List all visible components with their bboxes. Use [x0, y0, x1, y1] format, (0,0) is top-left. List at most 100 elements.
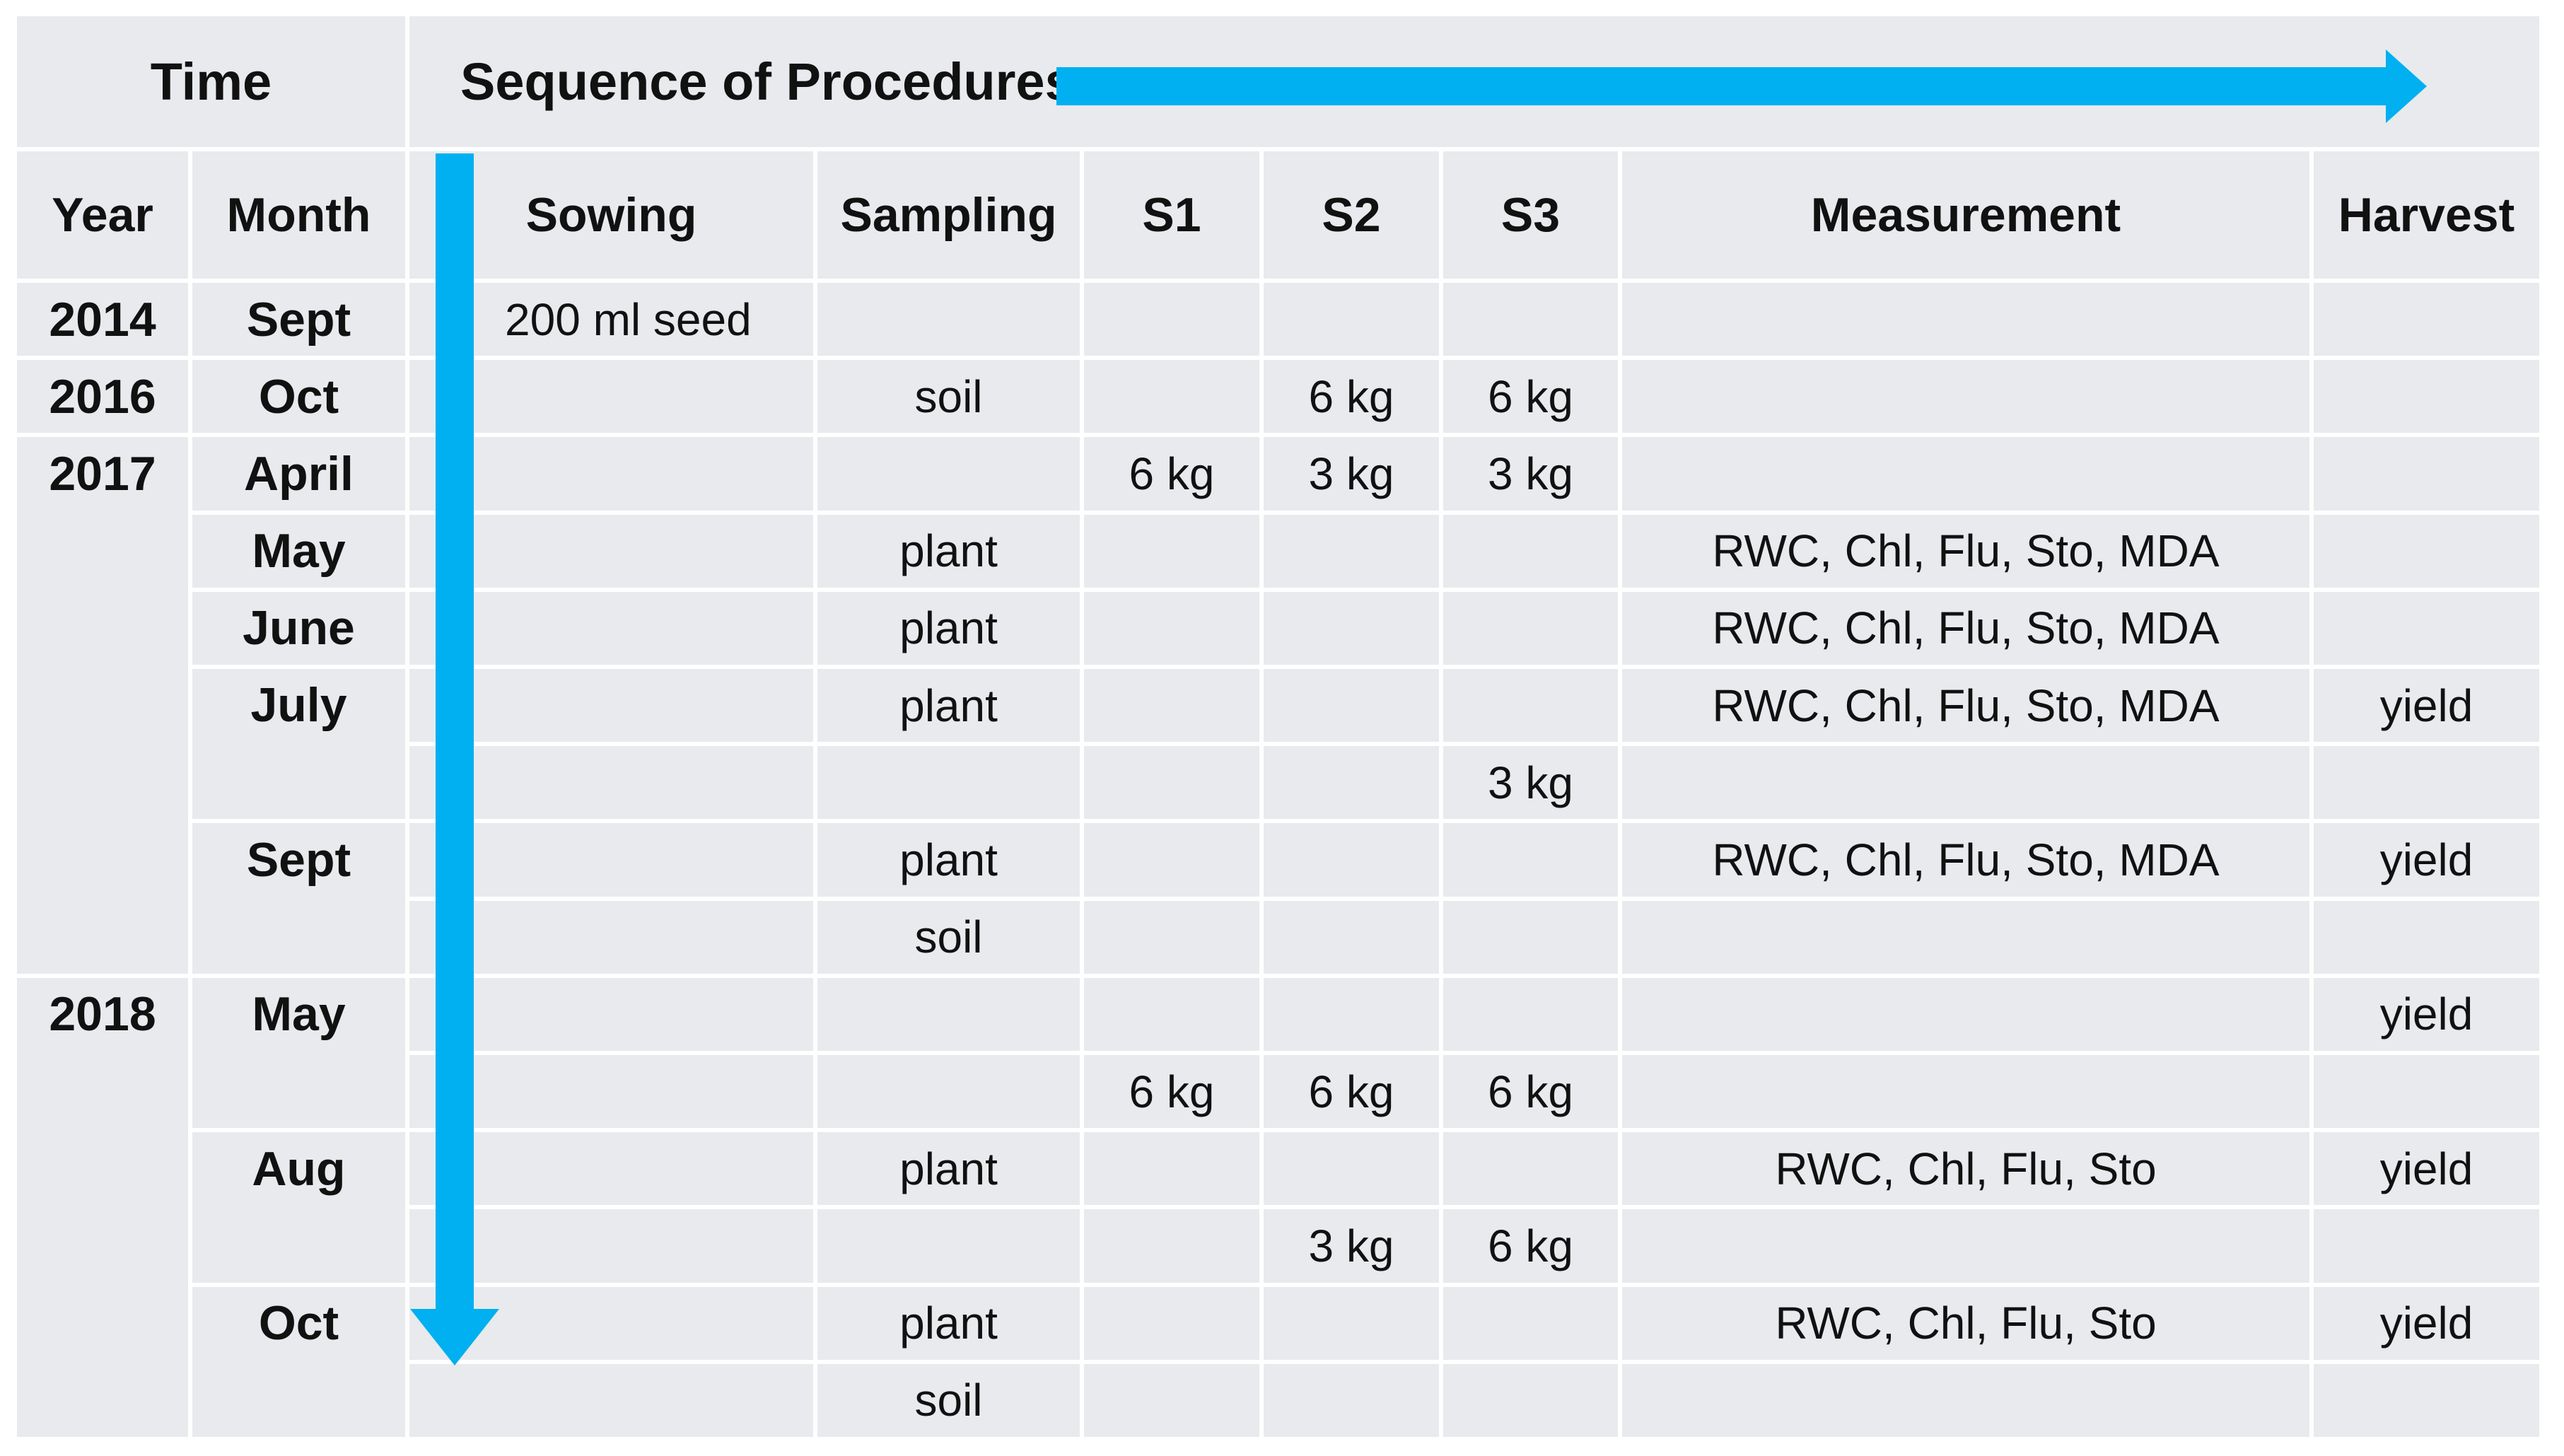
month-cell: May: [192, 977, 405, 1129]
sampling-cell: [817, 1054, 1080, 1129]
harvest-cell: [2314, 1363, 2539, 1437]
sowing-cell: [409, 437, 813, 511]
harvest-cell: [2314, 437, 2539, 511]
measurement-cell: RWC, Chl, Flu, Sto, MDA: [1622, 591, 2309, 665]
s2-cell: [1264, 591, 1439, 665]
harvest-cell: [2314, 1209, 2539, 1283]
column-header-sowing: Sowing: [409, 151, 813, 279]
sampling-cell: plant: [817, 668, 1080, 742]
s2-cell: [1264, 1132, 1439, 1206]
month-cell: June: [192, 591, 405, 665]
s2-cell: [1264, 823, 1439, 897]
s3-cell: [1443, 977, 1618, 1051]
s1-cell: [1084, 1132, 1259, 1206]
s3-cell: [1443, 514, 1618, 588]
s1-cell: [1084, 360, 1259, 433]
s3-cell: [1443, 1363, 1618, 1437]
s3-cell: [1443, 823, 1618, 897]
s1-cell: [1084, 746, 1259, 820]
s3-cell: 6 kg: [1443, 1054, 1618, 1129]
measurement-cell: RWC, Chl, Flu, Sto: [1622, 1132, 2309, 1206]
measurement-cell: [1622, 360, 2309, 433]
measurement-cell: RWC, Chl, Flu, Sto: [1622, 1286, 2309, 1360]
month-cell: Aug: [192, 1132, 405, 1283]
measurement-cell: [1622, 283, 2309, 356]
measurement-cell: [1622, 1363, 2309, 1437]
harvest-cell: [2314, 360, 2539, 433]
measurement-cell: [1622, 977, 2309, 1051]
s1-cell: [1084, 900, 1259, 974]
month-label: Sept: [246, 832, 351, 887]
s2-cell: [1264, 1363, 1439, 1437]
measurement-cell: [1622, 746, 2309, 820]
sowing-cell: [409, 1132, 813, 1206]
s1-cell: 6 kg: [1084, 1054, 1259, 1129]
harvest-cell: yield: [2314, 823, 2539, 897]
harvest-cell: yield: [2314, 1286, 2539, 1360]
sowing-cell: [409, 1209, 813, 1283]
s2-cell: [1264, 668, 1439, 742]
s3-cell: [1443, 900, 1618, 974]
s1-cell: [1084, 283, 1259, 356]
year-cell: 2014: [17, 283, 188, 356]
harvest-cell: yield: [2314, 977, 2539, 1051]
s3-cell: [1443, 668, 1618, 742]
s2-cell: [1264, 283, 1439, 356]
s2-cell: [1264, 977, 1439, 1051]
month-cell: May: [192, 514, 405, 588]
sampling-cell: [817, 1209, 1080, 1283]
sowing-cell: [409, 668, 813, 742]
sampling-cell: plant: [817, 591, 1080, 665]
sowing-cell: [409, 977, 813, 1051]
sowing-cell: [409, 1054, 813, 1129]
year-label: 2018: [49, 987, 156, 1042]
s2-cell: [1264, 1286, 1439, 1360]
year-cell: 2018: [17, 977, 188, 1437]
sowing-cell: [409, 1363, 813, 1437]
year-cell: 2017: [17, 437, 188, 974]
s3-cell: [1443, 1286, 1618, 1360]
month-cell: July: [192, 668, 405, 820]
measurement-cell: RWC, Chl, Flu, Sto, MDA: [1622, 823, 2309, 897]
sampling-cell: plant: [817, 1286, 1080, 1360]
sampling-cell: soil: [817, 1363, 1080, 1437]
column-header-sampling: Sampling: [817, 151, 1080, 279]
s3-cell: 3 kg: [1443, 437, 1618, 511]
harvest-cell: [2314, 591, 2539, 665]
month-cell: Sept: [192, 283, 405, 356]
measurement-cell: RWC, Chl, Flu, Sto, MDA: [1622, 668, 2309, 742]
month-cell: Oct: [192, 360, 405, 433]
s3-cell: [1443, 591, 1618, 665]
sampling-cell: [817, 746, 1080, 820]
column-header-harvest: Harvest: [2314, 151, 2539, 279]
s1-cell: [1084, 1286, 1259, 1360]
sowing-cell: [409, 823, 813, 897]
sowing-cell: [409, 591, 813, 665]
s1-cell: [1084, 1363, 1259, 1437]
harvest-cell: yield: [2314, 668, 2539, 742]
harvest-cell: [2314, 283, 2539, 356]
s2-cell: [1264, 514, 1439, 588]
harvest-cell: [2314, 1054, 2539, 1129]
s2-cell: [1264, 900, 1439, 974]
month-cell: Sept: [192, 823, 405, 974]
month-label: Aug: [252, 1141, 346, 1196]
column-header-year: Year: [17, 151, 188, 279]
timeline-arrow-down-head-icon: [410, 1309, 499, 1365]
column-header-s2: S2: [1264, 151, 1439, 279]
column-header-s3: S3: [1443, 151, 1618, 279]
year-label: 2017: [49, 446, 156, 501]
measurement-cell: [1622, 900, 2309, 974]
s3-cell: [1443, 1132, 1618, 1206]
sowing-cell: [409, 360, 813, 433]
s2-cell: 6 kg: [1264, 360, 1439, 433]
column-header-s1: S1: [1084, 151, 1259, 279]
sampling-cell: plant: [817, 514, 1080, 588]
measurement-cell: [1622, 1209, 2309, 1283]
sampling-cell: soil: [817, 900, 1080, 974]
s3-cell: 3 kg: [1443, 746, 1618, 820]
s1-cell: [1084, 977, 1259, 1051]
s3-cell: [1443, 283, 1618, 356]
sampling-cell: [817, 437, 1080, 511]
